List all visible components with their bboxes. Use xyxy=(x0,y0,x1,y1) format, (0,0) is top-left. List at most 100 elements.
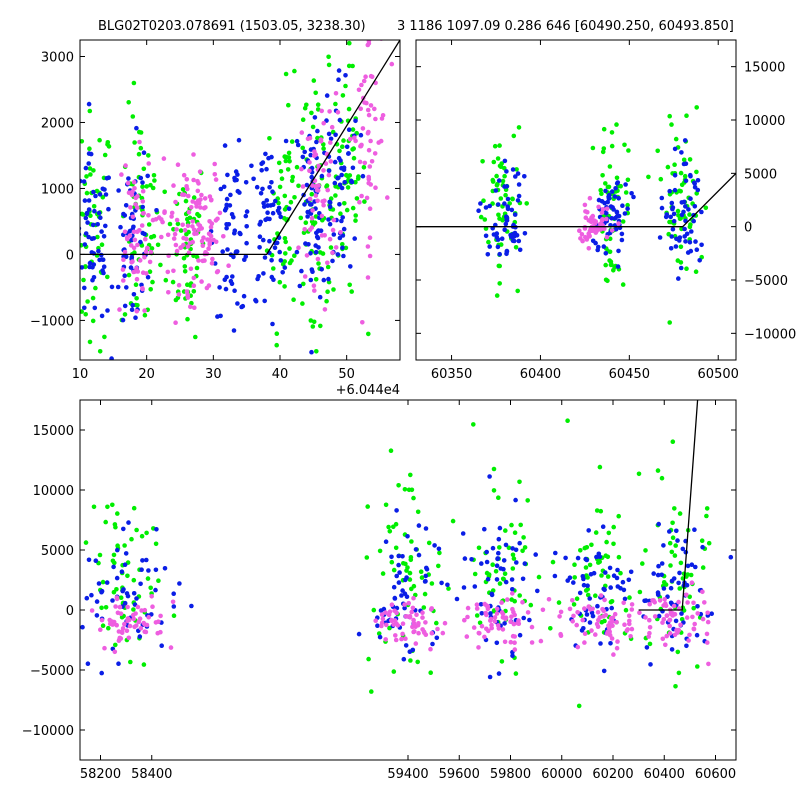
data-point-blue xyxy=(613,227,619,232)
data-point-blue xyxy=(513,547,519,553)
data-point-green xyxy=(325,289,330,295)
data-point-green xyxy=(155,242,161,248)
data-point-blue xyxy=(495,556,500,562)
x-tick-label: 58200 xyxy=(80,767,121,782)
data-point-blue xyxy=(59,584,64,589)
data-point-pink xyxy=(678,622,683,628)
data-point-pink xyxy=(494,606,500,612)
data-point-green xyxy=(149,234,154,240)
data-point-green xyxy=(388,448,394,454)
data-point-blue xyxy=(82,285,87,291)
data-point-pink xyxy=(410,624,415,630)
data-point-green xyxy=(87,146,92,151)
data-point-green xyxy=(601,146,607,151)
x-tick-label: 59800 xyxy=(490,767,531,782)
data-point-green xyxy=(665,164,671,170)
data-point-blue xyxy=(267,185,272,190)
data-point-pink xyxy=(440,630,446,636)
data-point-blue xyxy=(502,158,508,164)
data-point-blue xyxy=(601,244,607,249)
data-point-blue xyxy=(659,205,665,211)
data-point-pink xyxy=(316,163,322,169)
data-point-blue xyxy=(594,554,599,560)
data-point-blue xyxy=(82,242,88,247)
data-point-pink xyxy=(538,638,544,644)
data-point-green xyxy=(491,488,497,493)
data-point-pink xyxy=(667,617,672,623)
data-point-blue xyxy=(400,554,405,559)
data-point-green xyxy=(391,524,396,530)
data-point-blue xyxy=(265,216,270,221)
data-point-green xyxy=(659,475,665,481)
data-point-pink xyxy=(525,610,531,615)
data-point-blue xyxy=(606,194,611,199)
data-point-green xyxy=(492,143,498,149)
data-point-blue xyxy=(663,214,669,220)
data-point-blue xyxy=(688,172,693,178)
data-point-green xyxy=(407,577,413,582)
data-point-green xyxy=(350,127,356,132)
data-point-green xyxy=(691,605,696,611)
data-point-pink xyxy=(380,616,386,622)
data-point-green xyxy=(601,126,607,132)
data-point-pink xyxy=(667,623,672,629)
data-point-pink xyxy=(411,595,416,601)
data-point-green xyxy=(706,540,712,546)
data-point-pink xyxy=(705,619,711,625)
data-point-blue xyxy=(625,206,630,211)
data-point-pink xyxy=(135,229,140,235)
data-point-pink xyxy=(131,179,137,185)
data-point-pink xyxy=(182,227,188,233)
data-point-blue xyxy=(403,643,409,648)
data-point-pink xyxy=(180,192,185,197)
data-point-blue xyxy=(339,172,345,178)
data-point-green xyxy=(87,108,93,114)
data-point-blue xyxy=(286,206,292,211)
data-point-green xyxy=(178,228,184,233)
data-point-pink xyxy=(373,116,378,122)
data-point-blue xyxy=(332,159,338,165)
data-point-blue xyxy=(255,276,260,282)
data-point-green xyxy=(282,193,288,199)
data-point-green xyxy=(71,155,76,160)
data-point-pink xyxy=(500,627,506,632)
data-point-blue xyxy=(478,201,483,206)
data-point-green xyxy=(353,179,358,185)
data-point-blue xyxy=(512,234,517,239)
data-point-pink xyxy=(116,629,122,634)
data-point-green xyxy=(667,320,672,325)
data-point-blue xyxy=(118,224,123,230)
data-point-pink xyxy=(357,159,363,165)
data-point-pink xyxy=(603,612,609,618)
data-point-green xyxy=(350,63,355,69)
data-point-pink xyxy=(144,271,149,276)
data-point-pink xyxy=(296,245,301,250)
data-point-pink xyxy=(170,599,176,605)
data-point-pink xyxy=(647,625,653,630)
data-point-green xyxy=(150,185,156,191)
data-point-pink xyxy=(126,190,132,195)
data-point-blue xyxy=(676,580,681,586)
data-point-pink xyxy=(307,196,313,202)
data-point-green xyxy=(571,602,577,607)
data-point-green xyxy=(436,563,441,569)
data-point-green xyxy=(478,214,484,220)
data-point-pink xyxy=(583,234,588,240)
data-point-blue xyxy=(258,191,264,196)
x-tick-label: 30 xyxy=(205,367,222,382)
data-point-blue xyxy=(120,317,126,323)
data-point-green xyxy=(349,289,355,294)
data-point-green xyxy=(401,561,406,566)
data-point-blue xyxy=(327,221,333,227)
data-point-pink xyxy=(143,249,149,254)
data-point-blue xyxy=(505,204,511,209)
data-point-pink xyxy=(704,631,710,637)
data-point-blue xyxy=(308,147,314,152)
data-point-blue xyxy=(609,605,614,611)
data-point-pink xyxy=(508,619,513,624)
data-point-blue xyxy=(85,220,90,225)
data-point-pink xyxy=(484,626,489,632)
data-point-blue xyxy=(677,570,682,576)
data-point-blue xyxy=(668,214,673,220)
data-point-green xyxy=(105,504,110,510)
